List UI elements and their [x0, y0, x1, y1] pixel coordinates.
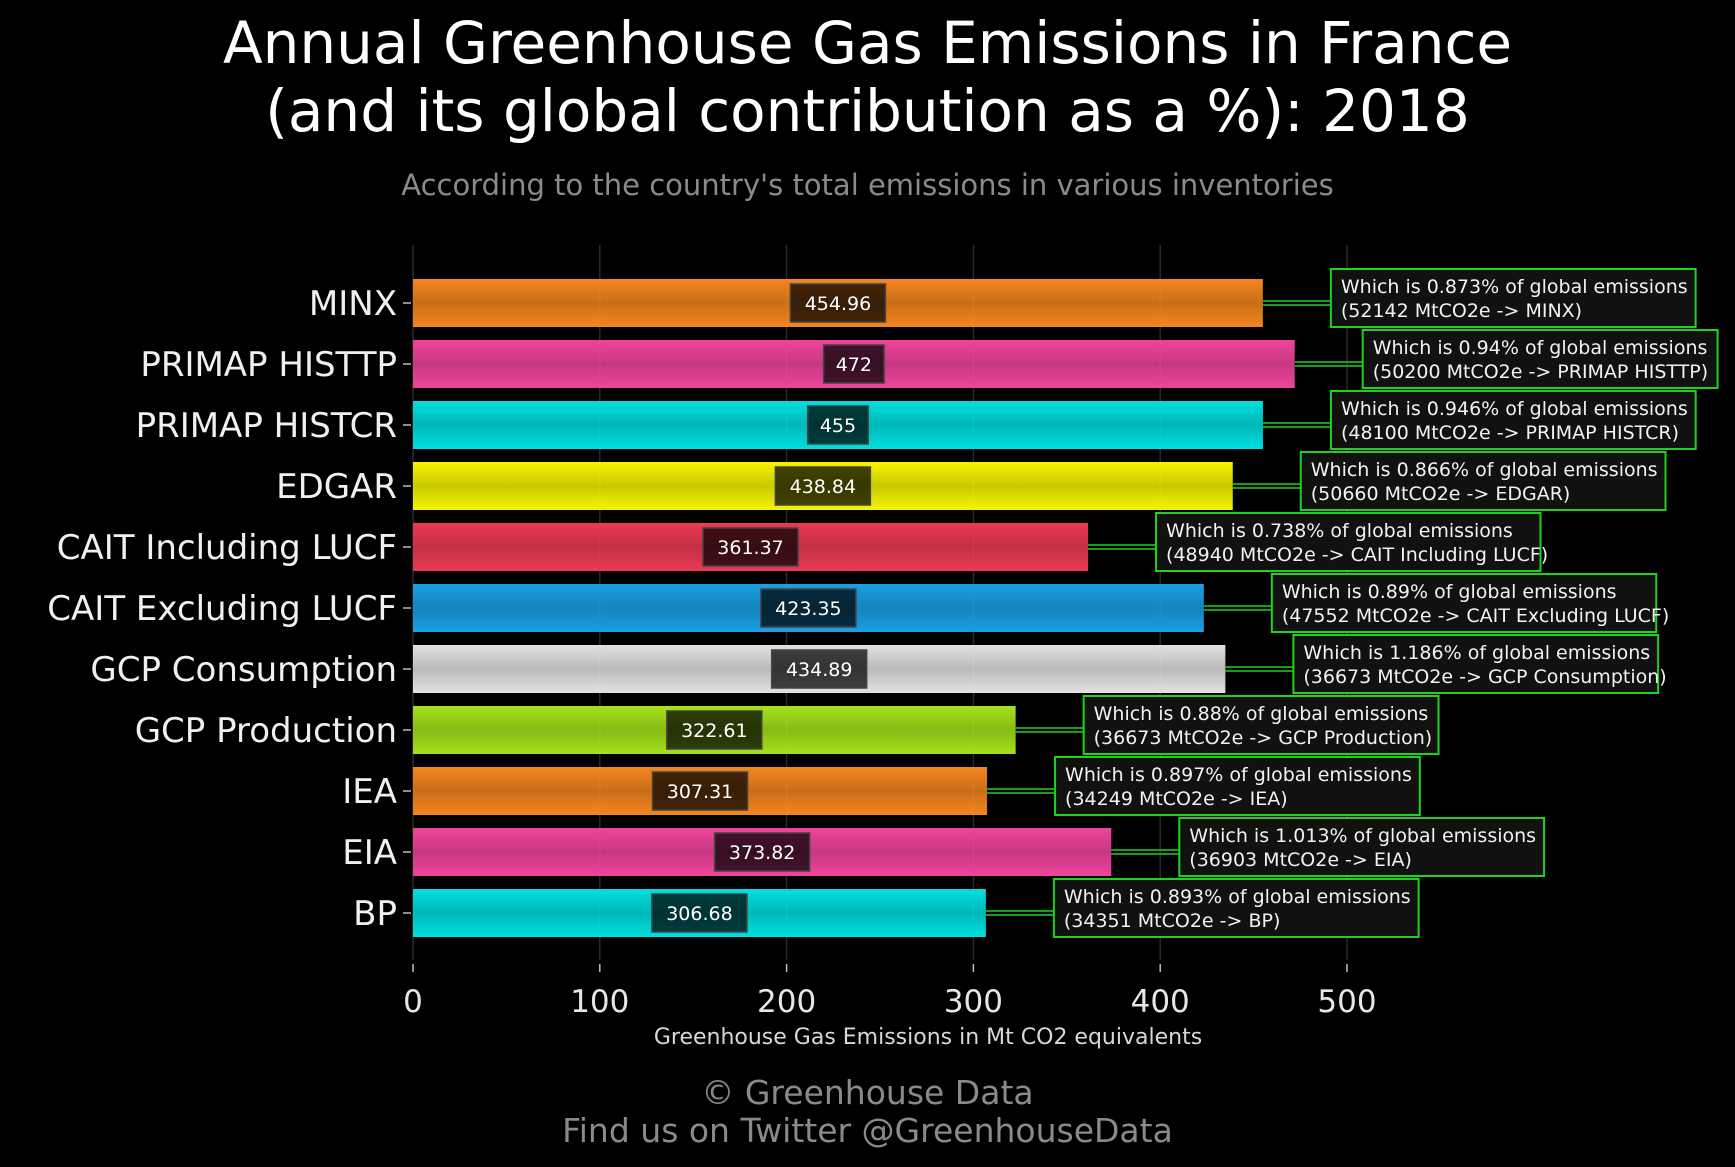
annotation-line2: (36903 MtCO2e -> EIA): [1189, 849, 1412, 871]
annotation-line1: Which is 0.738% of global emissions: [1166, 520, 1513, 542]
annotation-line2: (36673 MtCO2e -> GCP Consumption): [1303, 666, 1666, 688]
annotation-line1: Which is 0.897% of global emissions: [1065, 764, 1412, 786]
annotation-line2: (34351 MtCO2e -> BP): [1064, 910, 1281, 932]
value-label-box: [651, 771, 749, 811]
value-label: 322.61: [681, 720, 747, 742]
annotation-line2: (52142 MtCO2e -> MINX): [1341, 300, 1582, 322]
chart-title-line2: (and its global contribution as a %): 20…: [265, 77, 1470, 145]
annotation-line1: Which is 0.873% of global emissions: [1341, 276, 1688, 298]
x-axis-label: Greenhouse Gas Emissions in Mt CO2 equiv…: [653, 1025, 1203, 1050]
annotation-box: [1361, 329, 1719, 389]
value-label: 306.68: [666, 903, 732, 925]
value-label-box: [789, 283, 887, 323]
category-label: MINX: [309, 284, 397, 324]
value-label-box: [651, 893, 748, 933]
category-label: GCP Consumption: [90, 650, 397, 690]
x-tick-label: 300: [944, 984, 1003, 1020]
annotation-box: [1052, 878, 1420, 938]
annotation-box: [1329, 268, 1697, 328]
axes: 0 100 200 300 400 500 MINX PRIMAP HISTTP PRIMAP …: [47, 284, 1376, 1020]
x-tick-label: 100: [570, 984, 629, 1020]
footer-credit: © Greenhouse Data: [701, 1073, 1034, 1112]
annotation-line2: (48940 MtCO2e -> CAIT Including LUCF): [1166, 544, 1548, 566]
annotation-box: [1270, 573, 1658, 633]
annotation-line1: Which is 0.88% of global emissions: [1094, 703, 1429, 725]
annotation-line2: (50660 MtCO2e -> EDGAR): [1311, 483, 1571, 505]
x-tick-label: 0: [403, 984, 423, 1020]
category-label: EDGAR: [276, 467, 397, 507]
value-label-box: [760, 588, 857, 628]
annotation-line1: Which is 0.94% of global emissions: [1373, 337, 1708, 359]
annotation-line2: (47552 MtCO2e -> CAIT Excluding LUCF): [1282, 605, 1669, 627]
x-tick-label: 500: [1317, 984, 1376, 1020]
category-label: CAIT Including LUCF: [57, 528, 397, 568]
annotation-box: [1082, 695, 1440, 755]
annotation-box: [1178, 817, 1546, 877]
category-label: BP: [353, 894, 397, 934]
value-label: 438.84: [790, 476, 856, 498]
annotation-line1: Which is 0.946% of global emissions: [1341, 398, 1688, 420]
category-label: CAIT Excluding LUCF: [47, 589, 397, 629]
value-label: 361.37: [717, 537, 783, 559]
annotation-line2: (36673 MtCO2e -> GCP Production): [1094, 727, 1433, 749]
annotation-line1: Which is 0.89% of global emissions: [1282, 581, 1617, 603]
annotations: Which is 0.873% of global emissions(5214…: [985, 268, 1719, 938]
chart-subtitle: According to the country's total emissio…: [401, 168, 1334, 202]
value-label: 307.31: [667, 781, 733, 803]
annotation-line1: Which is 0.893% of global emissions: [1064, 886, 1411, 908]
annotation-box: [1054, 756, 1421, 816]
category-label: IEA: [342, 772, 397, 812]
category-label: PRIMAP HISTCR: [136, 406, 397, 446]
value-label-box: [666, 710, 763, 750]
value-label-box: [713, 832, 811, 872]
footer-twitter: Find us on Twitter @GreenhouseData: [562, 1111, 1173, 1150]
annotation-box: [1292, 634, 1660, 694]
annotation-box: [1329, 390, 1697, 450]
x-tick-label: 200: [757, 984, 816, 1020]
category-label: PRIMAP HISTTP: [140, 345, 397, 385]
value-label-box: [822, 344, 885, 384]
annotation-line1: Which is 0.866% of global emissions: [1311, 459, 1658, 481]
chart-title-line1: Annual Greenhouse Gas Emissions in Franc…: [222, 9, 1513, 77]
value-label-box: [770, 649, 868, 689]
annotation-line1: Which is 1.013% of global emissions: [1189, 825, 1536, 847]
value-label: 434.89: [786, 659, 852, 681]
annotation-line1: Which is 1.186% of global emissions: [1303, 642, 1650, 664]
annotation-line2: (34249 MtCO2e -> IEA): [1065, 788, 1288, 810]
annotation-line2: (48100 MtCO2e -> PRIMAP HISTCR): [1341, 422, 1679, 444]
bars: 454.96 472 455 438.84 361.37 423.35 434.89 322.…: [413, 279, 1295, 937]
value-label: 423.35: [775, 598, 841, 620]
value-label: 472: [836, 354, 872, 376]
value-label: 454.96: [805, 293, 871, 315]
annotation-box: [1155, 512, 1542, 572]
value-label: 455: [820, 415, 856, 437]
value-label: 373.82: [729, 842, 795, 864]
value-label-box: [702, 527, 799, 567]
annotation-line2: (50200 MtCO2e -> PRIMAP HISTTP): [1373, 361, 1708, 383]
annotation-box: [1299, 451, 1667, 511]
category-label: GCP Production: [135, 711, 397, 751]
x-tick-label: 400: [1131, 984, 1190, 1020]
value-label-box: [806, 405, 869, 445]
value-label-box: [774, 466, 872, 506]
category-label: EIA: [342, 833, 397, 873]
